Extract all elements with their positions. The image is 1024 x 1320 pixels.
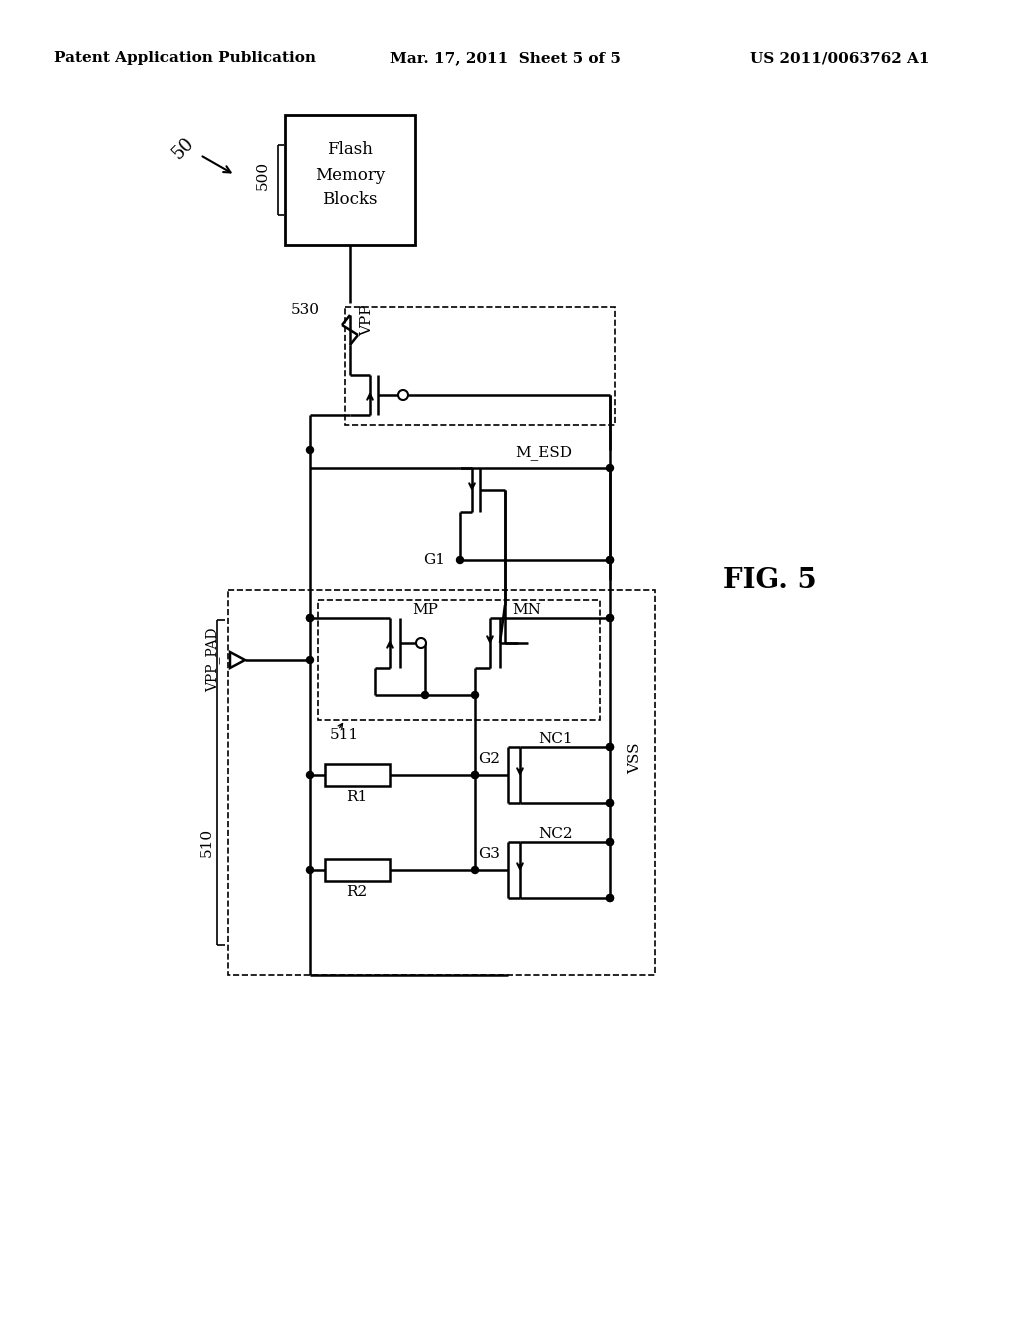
Text: Mar. 17, 2011  Sheet 5 of 5: Mar. 17, 2011 Sheet 5 of 5 bbox=[389, 51, 621, 65]
Text: Blocks: Blocks bbox=[323, 191, 378, 209]
Circle shape bbox=[306, 446, 313, 454]
Text: 510: 510 bbox=[200, 828, 214, 857]
Text: VPP: VPP bbox=[360, 304, 374, 335]
Text: G3: G3 bbox=[478, 847, 500, 861]
Circle shape bbox=[471, 771, 478, 779]
Circle shape bbox=[471, 692, 478, 698]
Circle shape bbox=[606, 838, 613, 846]
Circle shape bbox=[606, 800, 613, 807]
Circle shape bbox=[457, 557, 464, 564]
Bar bbox=[228, 590, 655, 975]
Circle shape bbox=[471, 866, 478, 874]
Circle shape bbox=[422, 692, 428, 698]
Bar bbox=[325, 764, 390, 785]
Circle shape bbox=[398, 389, 408, 400]
Circle shape bbox=[606, 895, 613, 902]
Circle shape bbox=[606, 895, 613, 902]
Text: US 2011/0063762 A1: US 2011/0063762 A1 bbox=[751, 51, 930, 65]
Circle shape bbox=[606, 743, 613, 751]
Circle shape bbox=[306, 615, 313, 622]
Text: M_ESD: M_ESD bbox=[515, 446, 572, 461]
Text: Flash: Flash bbox=[327, 141, 373, 158]
Circle shape bbox=[306, 656, 313, 664]
Circle shape bbox=[306, 866, 313, 874]
Text: 511: 511 bbox=[330, 729, 359, 742]
Text: G1: G1 bbox=[423, 553, 445, 568]
Circle shape bbox=[471, 771, 478, 779]
Text: 500: 500 bbox=[256, 161, 270, 190]
Circle shape bbox=[606, 557, 613, 564]
Circle shape bbox=[606, 615, 613, 622]
Text: VPP_PAD: VPP_PAD bbox=[206, 628, 220, 692]
Circle shape bbox=[606, 615, 613, 622]
Text: R2: R2 bbox=[346, 884, 368, 899]
Text: Memory: Memory bbox=[314, 166, 385, 183]
Text: 50: 50 bbox=[169, 133, 198, 162]
Text: Patent Application Publication: Patent Application Publication bbox=[54, 51, 316, 65]
Circle shape bbox=[606, 743, 613, 751]
Bar bbox=[345, 308, 615, 425]
Circle shape bbox=[416, 638, 426, 648]
Text: 530: 530 bbox=[291, 304, 319, 317]
Circle shape bbox=[306, 771, 313, 779]
Bar bbox=[285, 115, 415, 246]
Text: G2: G2 bbox=[478, 752, 500, 766]
Bar bbox=[325, 859, 390, 880]
Circle shape bbox=[606, 838, 613, 846]
Text: FIG. 5: FIG. 5 bbox=[723, 566, 817, 594]
Text: NC2: NC2 bbox=[538, 828, 572, 841]
Text: NC1: NC1 bbox=[538, 733, 572, 746]
Text: R1: R1 bbox=[346, 789, 368, 804]
Circle shape bbox=[606, 800, 613, 807]
Circle shape bbox=[606, 465, 613, 471]
Circle shape bbox=[306, 615, 313, 622]
Text: MN: MN bbox=[512, 603, 541, 616]
Text: VSS: VSS bbox=[628, 742, 642, 774]
Text: MP: MP bbox=[412, 603, 438, 616]
Bar bbox=[318, 601, 600, 719]
Circle shape bbox=[606, 557, 613, 564]
